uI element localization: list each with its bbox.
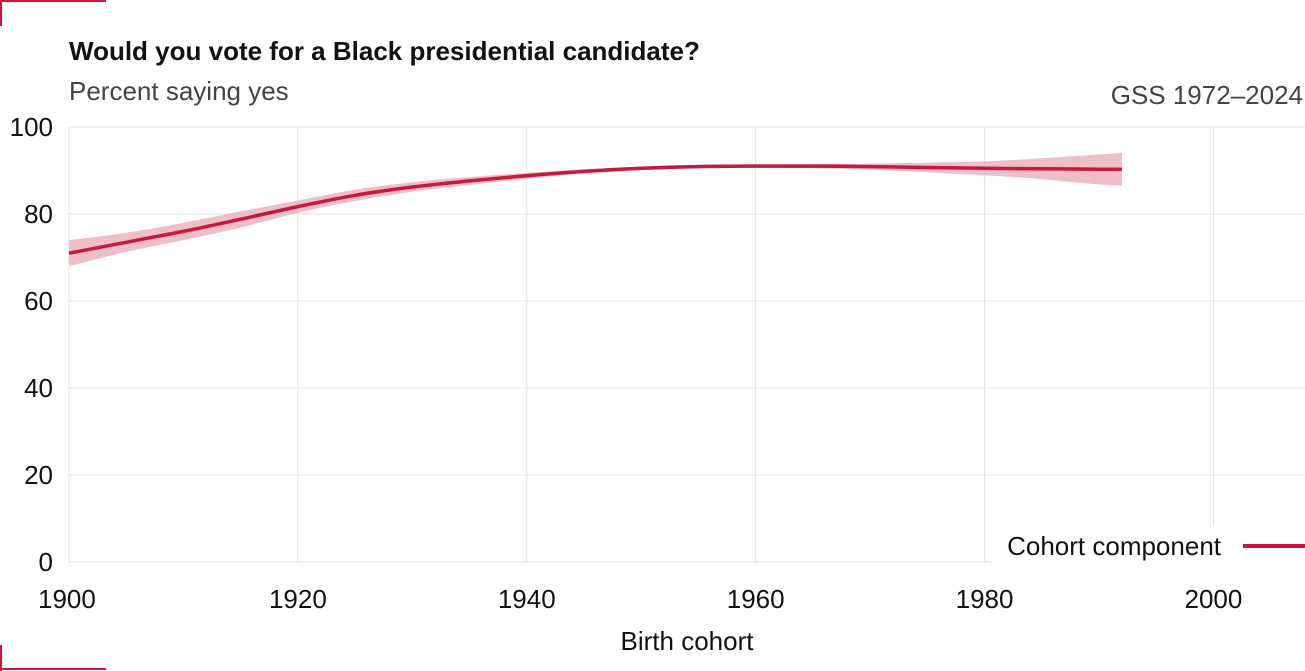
grid — [68, 126, 1305, 563]
chart-subtitle: Percent saying yes — [69, 76, 289, 106]
y-tick-label-60: 60 — [24, 286, 53, 316]
x-tick-label-1960: 1960 — [727, 584, 785, 614]
x-axis-label: Birth cohort — [621, 626, 755, 656]
corner-mark-top-vertical — [0, 0, 2, 26]
y-tick-label-40: 40 — [24, 373, 53, 403]
chart-title: Would you vote for a Black presidential … — [69, 36, 700, 66]
legend-label-cohort-component: Cohort component — [1007, 530, 1221, 561]
y-tick-label-20: 20 — [24, 460, 53, 490]
x-tick-label-2000: 2000 — [1185, 584, 1243, 614]
data-source-label: GSS 1972–2024 — [1110, 80, 1303, 110]
x-axis-tick-labels: 1900 1920 1940 1960 1980 2000 — [38, 584, 1242, 614]
y-tick-label-0: 0 — [39, 547, 53, 577]
x-tick-label-1940: 1940 — [498, 584, 556, 614]
series-line-cohort-component — [68, 164, 1122, 255]
y-tick-label-100: 100 — [10, 112, 53, 142]
x-tick-label-1920: 1920 — [269, 584, 327, 614]
y-axis-tick-labels: 0 20 40 60 80 100 — [10, 112, 53, 577]
series-line-layer — [68, 164, 1122, 255]
y-tick-label-80: 80 — [24, 199, 53, 229]
x-tick-label-1980: 1980 — [956, 584, 1014, 614]
legend: Cohort component — [993, 526, 1305, 566]
corner-mark-top — [0, 0, 106, 2]
x-tick-label-1900: 1900 — [38, 584, 96, 614]
legend-swatch-cohort-component — [1243, 544, 1305, 548]
corner-mark-bottom-vertical — [0, 645, 2, 671]
corner-mark-bottom — [0, 668, 106, 670]
